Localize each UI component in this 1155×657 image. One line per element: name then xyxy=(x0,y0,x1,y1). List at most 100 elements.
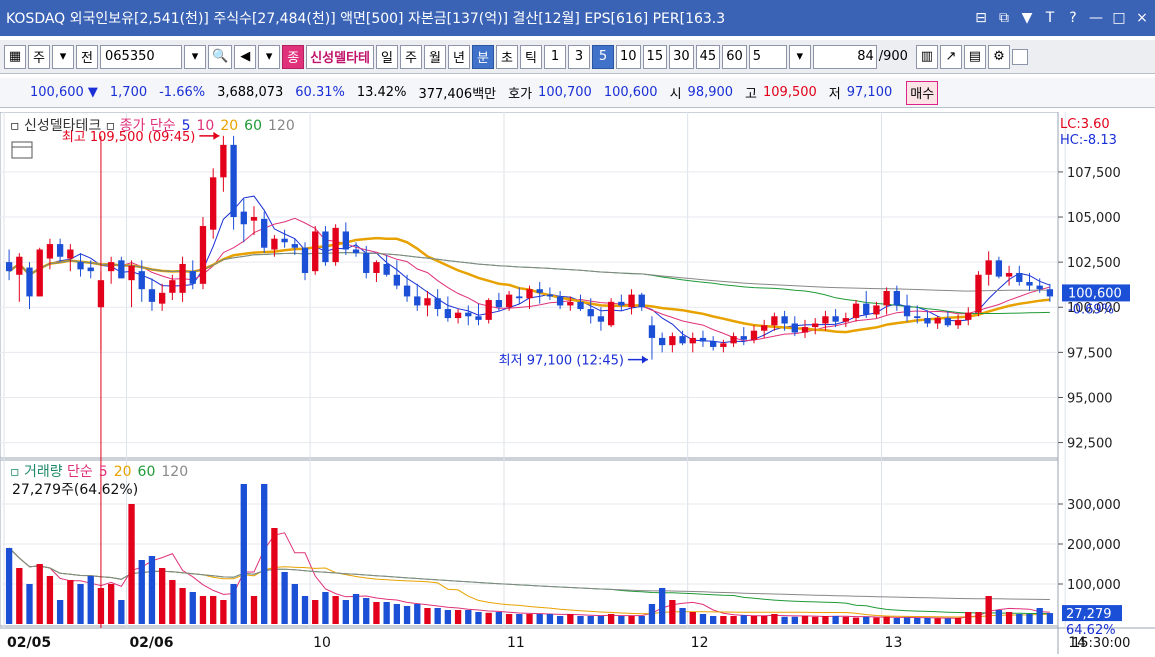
tile-icon[interactable]: ⊟ xyxy=(975,10,987,26)
volume-bar xyxy=(383,602,390,624)
volume-bar xyxy=(26,584,33,624)
price-legend-ma-5: 5 xyxy=(182,118,191,134)
volume-bar xyxy=(46,576,54,624)
volume-tick-label: 200,000 xyxy=(1067,538,1121,553)
interval-45-button[interactable]: 45 xyxy=(695,44,721,69)
interval-5-button[interactable]: 5 xyxy=(592,44,614,69)
candle-body xyxy=(1005,272,1013,277)
stock-type-select[interactable]: 주 xyxy=(28,44,50,69)
volume-bar xyxy=(495,612,503,624)
stock-chart[interactable]: 107,500 105,000 102,500 100,000 97,500 95,000… xyxy=(0,111,1155,654)
price-tick-label: 102,500 xyxy=(1067,256,1121,271)
candle-body xyxy=(556,296,564,306)
period-day-button[interactable]: 일 xyxy=(376,44,398,69)
restore-window-icon[interactable]: ⧉ xyxy=(999,10,1009,26)
interval-15-button[interactable]: 15 xyxy=(642,44,668,69)
current-pct-axis-label: -0.69% xyxy=(1068,302,1114,317)
volume-legend-method: 단순 xyxy=(67,464,93,480)
speaker-dropdown-icon[interactable]: ▾ xyxy=(258,44,281,69)
volume-average-lines xyxy=(8,532,1050,619)
chart-menu-icon[interactable]: ▦ xyxy=(4,44,26,69)
volume-value-box xyxy=(1062,605,1122,622)
candle-body xyxy=(771,316,778,326)
candle-body xyxy=(281,238,288,243)
volume-bar xyxy=(250,596,258,624)
candle-body xyxy=(577,301,584,310)
stock-code-input[interactable]: 065350 xyxy=(100,44,182,69)
candle-body xyxy=(373,262,380,273)
search-icon[interactable]: 🔍 xyxy=(208,44,233,69)
volume-legend-title: ▫ 거래량 xyxy=(10,464,67,480)
chart-legend: ▫ 신성델타테크 ▫ 종가 단순 5 10 20 60 120 ▫ 거래량 단순 5 20 60 1… xyxy=(10,118,295,498)
period-tick-button[interactable]: 틱 xyxy=(520,44,542,69)
interval-60-button[interactable]: 60 xyxy=(722,44,747,69)
volume-pct-label: 64.62% xyxy=(1066,623,1116,638)
candle-body xyxy=(975,274,982,313)
stock-type-dropdown-icon[interactable]: ▾ xyxy=(52,44,74,69)
maximize-button[interactable]: □ xyxy=(1112,10,1126,26)
volume-bar xyxy=(903,617,911,624)
volume-bar xyxy=(271,528,278,624)
market-scope-select[interactable]: 전 xyxy=(76,44,98,69)
window-titlebar: KOSDAQ 외국인보유[2,541(천)] 주식수[27,484(천)] 액면… xyxy=(0,0,1155,36)
save-icon[interactable]: ▤ xyxy=(963,44,986,69)
interval-step-input[interactable]: 5 xyxy=(748,44,787,69)
open-price: 98,900 xyxy=(687,85,734,100)
volume-bar xyxy=(954,618,962,624)
period-minute-button[interactable]: 분 xyxy=(472,44,494,69)
interval-1-button[interactable]: 1 xyxy=(544,44,566,69)
gear-icon[interactable]: ⚙ xyxy=(987,44,1010,69)
volume-bar xyxy=(669,600,676,624)
volume-bar xyxy=(852,617,860,624)
candle-type-icon[interactable]: ▥ xyxy=(915,44,938,69)
window-title: KOSDAQ 외국인보유[2,541(천)] 주식수[27,484(천)] 액면… xyxy=(6,11,726,27)
low-label: 저 xyxy=(828,87,841,102)
stock-name[interactable]: 신성델타테 xyxy=(306,44,374,69)
pin-icon[interactable]: ▼ xyxy=(1021,10,1033,26)
volume-bar xyxy=(689,612,696,624)
volume-bar xyxy=(342,600,349,624)
close-button[interactable]: × xyxy=(1136,10,1148,26)
candle-body xyxy=(720,343,727,347)
volume-bar xyxy=(771,614,778,624)
volume-bar xyxy=(312,600,319,624)
candle-body xyxy=(1036,285,1043,290)
period-second-button[interactable]: 초 xyxy=(496,44,518,69)
period-month-button[interactable]: 월 xyxy=(424,44,446,69)
drawing-tool-icon[interactable]: ↗ xyxy=(939,44,962,69)
minimize-button[interactable]: — xyxy=(1089,10,1103,26)
code-dropdown-icon[interactable]: ▾ xyxy=(184,44,206,69)
candle-body xyxy=(465,312,472,317)
option-checkbox[interactable] xyxy=(1011,48,1028,65)
candle-body xyxy=(516,296,523,299)
volume-bar xyxy=(138,560,145,624)
interval-30-button[interactable]: 30 xyxy=(669,44,694,69)
volume-bar xyxy=(750,616,758,624)
current-price: 100,600 ▼ xyxy=(30,85,98,100)
volume-bar xyxy=(403,606,411,624)
candle-body xyxy=(883,291,890,306)
candle-body xyxy=(995,260,1003,277)
speaker-icon[interactable]: ◀ xyxy=(234,44,257,69)
candle-body xyxy=(16,256,23,275)
volume-bar xyxy=(801,616,809,624)
step-dropdown-icon[interactable]: ▾ xyxy=(788,44,811,69)
period-week-button[interactable]: 주 xyxy=(400,44,422,69)
volume-bar xyxy=(914,618,921,624)
data-count-input[interactable]: 84 xyxy=(812,44,877,69)
volume-bar xyxy=(536,614,543,624)
exchange-badge: 종 xyxy=(282,44,305,69)
candle-body xyxy=(679,336,686,344)
interval-3-button[interactable]: 3 xyxy=(568,44,590,69)
chart-area[interactable]: 107,500 105,000 102,500 100,000 97,500 95,000… xyxy=(0,111,1155,654)
help-icon[interactable]: ? xyxy=(1069,10,1077,26)
volume-bar xyxy=(587,616,594,624)
interval-10-button[interactable]: 10 xyxy=(616,44,641,69)
candle-body xyxy=(791,323,798,333)
font-size-icon[interactable]: T xyxy=(1045,10,1055,26)
price-tick-label: 107,500 xyxy=(1067,166,1121,181)
volume-bar xyxy=(679,608,686,624)
candle-body xyxy=(414,296,421,306)
period-year-button[interactable]: 년 xyxy=(448,44,470,69)
buy-button[interactable]: 매수 xyxy=(906,80,939,105)
